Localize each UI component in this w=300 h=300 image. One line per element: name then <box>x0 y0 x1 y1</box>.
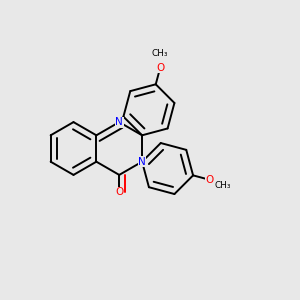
Text: O: O <box>206 175 214 185</box>
Text: N: N <box>116 117 123 127</box>
Text: O: O <box>115 187 123 197</box>
Text: N: N <box>138 157 146 167</box>
Text: CH₃: CH₃ <box>214 182 231 190</box>
Text: O: O <box>156 63 164 73</box>
Text: CH₃: CH₃ <box>152 49 168 58</box>
